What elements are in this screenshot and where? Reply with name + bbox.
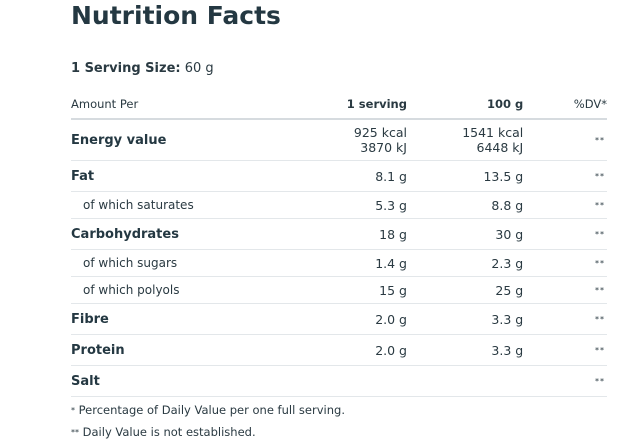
nutrient-name: of which polyols xyxy=(71,276,292,304)
table-row: Fat 8.1 g 13.5 g ** xyxy=(71,160,607,192)
table-row: of which sugars 1.4 g 2.3 g ** xyxy=(71,249,607,277)
per-serving-value xyxy=(291,365,407,397)
column-header-amount: Amount Per xyxy=(71,90,292,120)
per-serving-value: 2.0 g xyxy=(291,303,407,335)
nutrient-name: Salt xyxy=(71,365,292,397)
nutrient-name: of which sugars xyxy=(71,249,292,277)
per-serving-value: 1.4 g xyxy=(291,249,407,277)
table-row: Protein 2.0 g 3.3 g ** xyxy=(71,334,607,366)
nutrient-name: Energy value xyxy=(71,119,292,161)
daily-value: ** xyxy=(523,303,607,335)
table-row: Fibre 2.0 g 3.3 g ** xyxy=(71,303,607,335)
table-row: Salt ** xyxy=(71,365,607,397)
serving-size-value: 60 g xyxy=(184,61,214,76)
daily-value: ** xyxy=(523,218,607,250)
table-row: of which polyols 15 g 25 g ** xyxy=(71,276,607,304)
per-serving-value: 18 g xyxy=(291,218,407,250)
footnote-text: Daily Value is not established. xyxy=(82,425,256,439)
daily-value: ** xyxy=(523,365,607,397)
per-100g-value xyxy=(406,365,524,397)
per-100g-value: 13.5 g xyxy=(406,160,524,192)
per-100g-value: 2.3 g xyxy=(406,249,524,277)
per-serving-value: 925 kcal 3870 kJ xyxy=(291,119,407,161)
footnote-dv-not-established: ** Daily Value is not established. xyxy=(71,424,256,440)
table-row: Carbohydrates 18 g 30 g ** xyxy=(71,218,607,250)
table-row: Energy value 925 kcal 3870 kJ 1541 kcal … xyxy=(71,119,607,161)
nutrient-name: Fat xyxy=(71,160,292,192)
table-header-row: Amount Per 1 serving 100 g %DV* xyxy=(71,90,607,120)
nutrient-name: of which saturates xyxy=(71,191,292,219)
table-row: of which saturates 5.3 g 8.8 g ** xyxy=(71,191,607,219)
per-100g-value: 3.3 g xyxy=(406,303,524,335)
per-serving-value: 8.1 g xyxy=(291,160,407,192)
per-100g-value: 25 g xyxy=(406,276,524,304)
per-serving-value: 15 g xyxy=(291,276,407,304)
column-header-dv: %DV* xyxy=(523,90,607,120)
page-title: Nutrition Facts xyxy=(71,1,281,30)
footnote-text: Percentage of Daily Value per one full s… xyxy=(78,403,345,417)
nutrient-name: Carbohydrates xyxy=(71,218,292,250)
per-100g-kcal: 1541 kcal xyxy=(462,125,524,140)
per-100g-value: 8.8 g xyxy=(406,191,524,219)
per-100g-kj: 6448 kJ xyxy=(476,140,524,155)
per-serving-value: 5.3 g xyxy=(291,191,407,219)
column-header-serving: 1 serving xyxy=(291,90,407,120)
per-100g-value: 30 g xyxy=(406,218,524,250)
per-serving-kcal: 925 kcal xyxy=(353,125,407,140)
daily-value: ** xyxy=(523,119,607,161)
nutrition-table: Amount Per 1 serving 100 g %DV* Energy v… xyxy=(71,90,607,397)
daily-value: ** xyxy=(523,160,607,192)
daily-value: ** xyxy=(523,276,607,304)
per-100g-value: 3.3 g xyxy=(406,334,524,366)
footnote-dv-percentage: * Percentage of Daily Value per one full… xyxy=(71,402,345,418)
daily-value: ** xyxy=(523,249,607,277)
footnote-mark: ** xyxy=(71,428,79,437)
footnote-mark: * xyxy=(71,406,75,415)
column-header-100g: 100 g xyxy=(406,90,524,120)
per-100g-value: 1541 kcal 6448 kJ xyxy=(406,119,524,161)
serving-size: 1 Serving Size: 60 g xyxy=(71,60,214,78)
daily-value: ** xyxy=(523,334,607,366)
per-serving-kj: 3870 kJ xyxy=(360,140,407,155)
daily-value: ** xyxy=(523,191,607,219)
nutrient-name: Fibre xyxy=(71,303,292,335)
serving-size-label: 1 Serving Size: xyxy=(71,61,181,76)
nutrient-name: Protein xyxy=(71,334,292,366)
per-serving-value: 2.0 g xyxy=(291,334,407,366)
